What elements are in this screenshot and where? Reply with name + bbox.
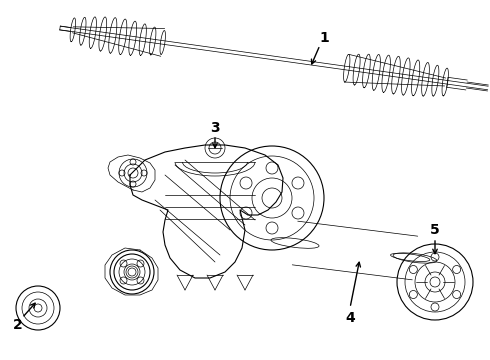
Text: 1: 1 (319, 31, 329, 45)
Text: 3: 3 (210, 121, 220, 135)
Text: 2: 2 (13, 318, 23, 332)
Text: 5: 5 (430, 223, 440, 237)
Text: 4: 4 (345, 311, 355, 325)
